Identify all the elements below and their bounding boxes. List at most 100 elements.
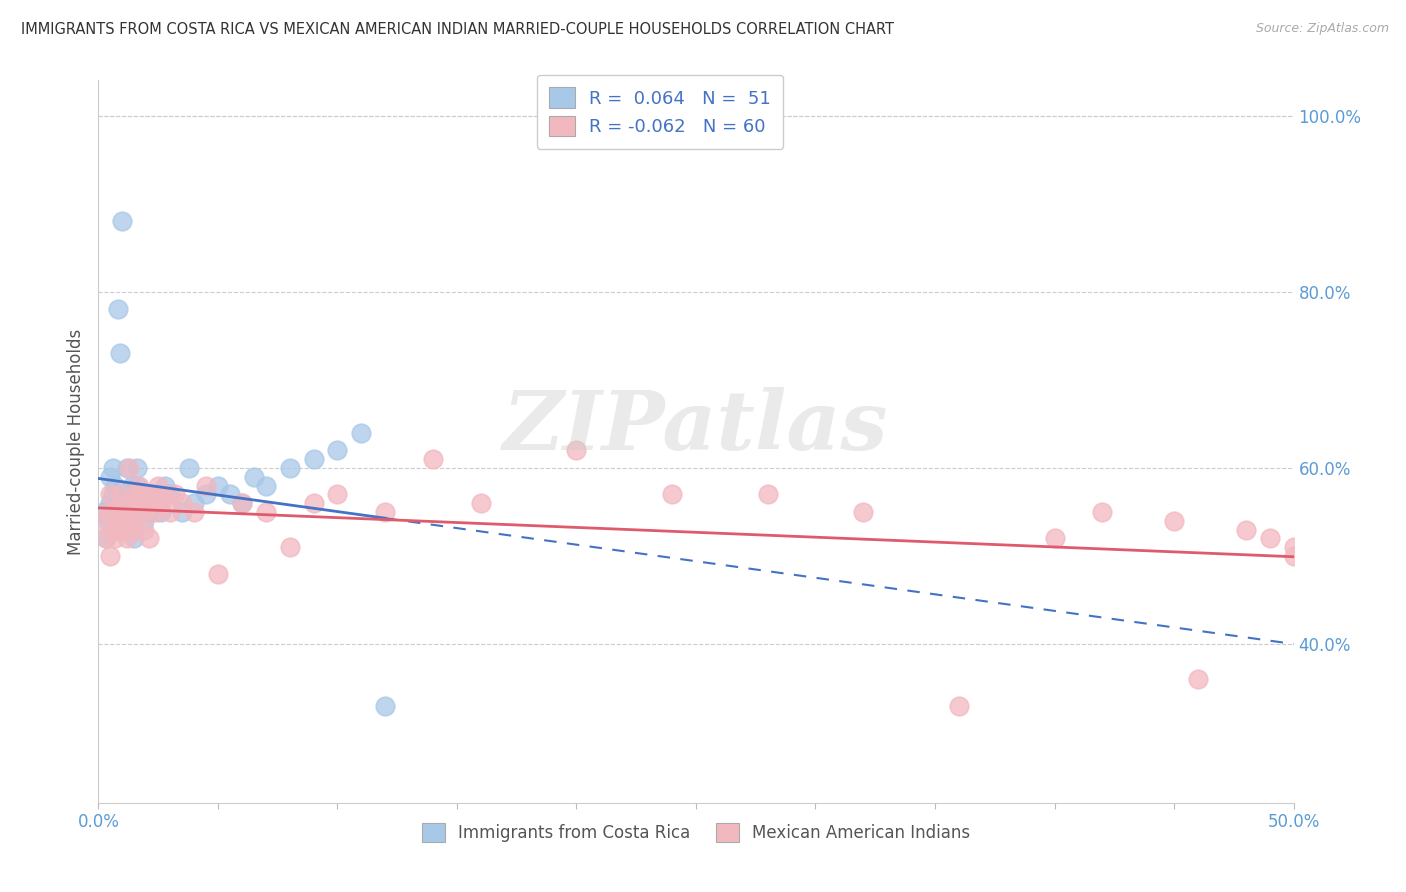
Point — [278, 541, 301, 555]
Point — [139, 496, 162, 510]
Point — [108, 496, 131, 510]
Point — [118, 496, 141, 510]
Point — [350, 425, 373, 440]
Point — [124, 532, 146, 546]
Point — [1258, 532, 1281, 546]
Point — [172, 496, 194, 510]
Point — [183, 496, 205, 510]
Point — [91, 514, 114, 528]
Point — [1187, 673, 1209, 687]
Point — [98, 487, 122, 501]
Point — [254, 478, 277, 492]
Point — [124, 523, 146, 537]
Point — [374, 698, 396, 713]
Point — [278, 461, 301, 475]
Point — [326, 443, 349, 458]
Point — [131, 487, 153, 501]
Point — [326, 487, 349, 501]
Point — [661, 487, 683, 501]
Point — [124, 487, 146, 501]
Point — [101, 461, 124, 475]
Point — [115, 461, 138, 475]
Point — [470, 496, 492, 510]
Point — [159, 505, 181, 519]
Point — [111, 214, 134, 228]
Point — [91, 505, 114, 519]
Point — [155, 478, 177, 492]
Point — [132, 523, 155, 537]
Point — [107, 487, 129, 501]
Point — [101, 523, 124, 537]
Point — [1163, 514, 1185, 528]
Point — [207, 478, 229, 492]
Point — [98, 549, 122, 563]
Point — [195, 478, 218, 492]
Point — [104, 505, 127, 519]
Point — [111, 505, 134, 519]
Point — [1282, 541, 1305, 555]
Text: ZIPatlas: ZIPatlas — [503, 387, 889, 467]
Point — [104, 532, 127, 546]
Point — [149, 496, 172, 510]
Point — [114, 487, 136, 501]
Point — [756, 487, 779, 501]
Point — [111, 523, 134, 537]
Point — [125, 478, 148, 492]
Point — [1043, 532, 1066, 546]
Point — [121, 478, 143, 492]
Point — [145, 496, 167, 510]
Point — [183, 505, 205, 519]
Point — [128, 505, 150, 519]
Point — [125, 461, 148, 475]
Point — [128, 505, 150, 519]
Point — [104, 505, 127, 519]
Text: Source: ZipAtlas.com: Source: ZipAtlas.com — [1256, 22, 1389, 36]
Point — [163, 487, 186, 501]
Point — [852, 505, 875, 519]
Text: IMMIGRANTS FROM COSTA RICA VS MEXICAN AMERICAN INDIAN MARRIED-COUPLE HOUSEHOLDS : IMMIGRANTS FROM COSTA RICA VS MEXICAN AM… — [21, 22, 894, 37]
Point — [108, 346, 131, 360]
Point — [195, 487, 218, 501]
Point — [121, 505, 143, 519]
Point — [138, 532, 160, 546]
Point — [115, 532, 138, 546]
Point — [108, 514, 131, 528]
Point — [1234, 523, 1257, 537]
Point — [145, 505, 167, 519]
Point — [108, 487, 131, 501]
Point — [302, 496, 325, 510]
Point — [97, 505, 120, 519]
Point — [97, 514, 120, 528]
Point — [118, 514, 141, 528]
Legend: Immigrants from Costa Rica, Mexican American Indians: Immigrants from Costa Rica, Mexican Amer… — [415, 816, 977, 848]
Point — [231, 496, 253, 510]
Point — [243, 470, 266, 484]
Point — [124, 496, 146, 510]
Point — [422, 452, 444, 467]
Point — [179, 461, 201, 475]
Point — [107, 302, 129, 317]
Point — [121, 505, 143, 519]
Point — [254, 505, 277, 519]
Point — [135, 505, 157, 519]
Point — [159, 487, 181, 501]
Point — [101, 487, 124, 501]
Point — [148, 478, 170, 492]
Point — [139, 487, 162, 501]
Point — [219, 487, 242, 501]
Point — [1091, 505, 1114, 519]
Point — [207, 566, 229, 581]
Point — [115, 496, 138, 510]
Point — [94, 532, 117, 546]
Point — [114, 523, 136, 537]
Point — [114, 505, 136, 519]
Point — [128, 478, 150, 492]
Point — [107, 523, 129, 537]
Point — [948, 698, 970, 713]
Point — [118, 461, 141, 475]
Point — [231, 496, 253, 510]
Point — [142, 487, 165, 501]
Point — [138, 505, 160, 519]
Point — [98, 496, 122, 510]
Point — [302, 452, 325, 467]
